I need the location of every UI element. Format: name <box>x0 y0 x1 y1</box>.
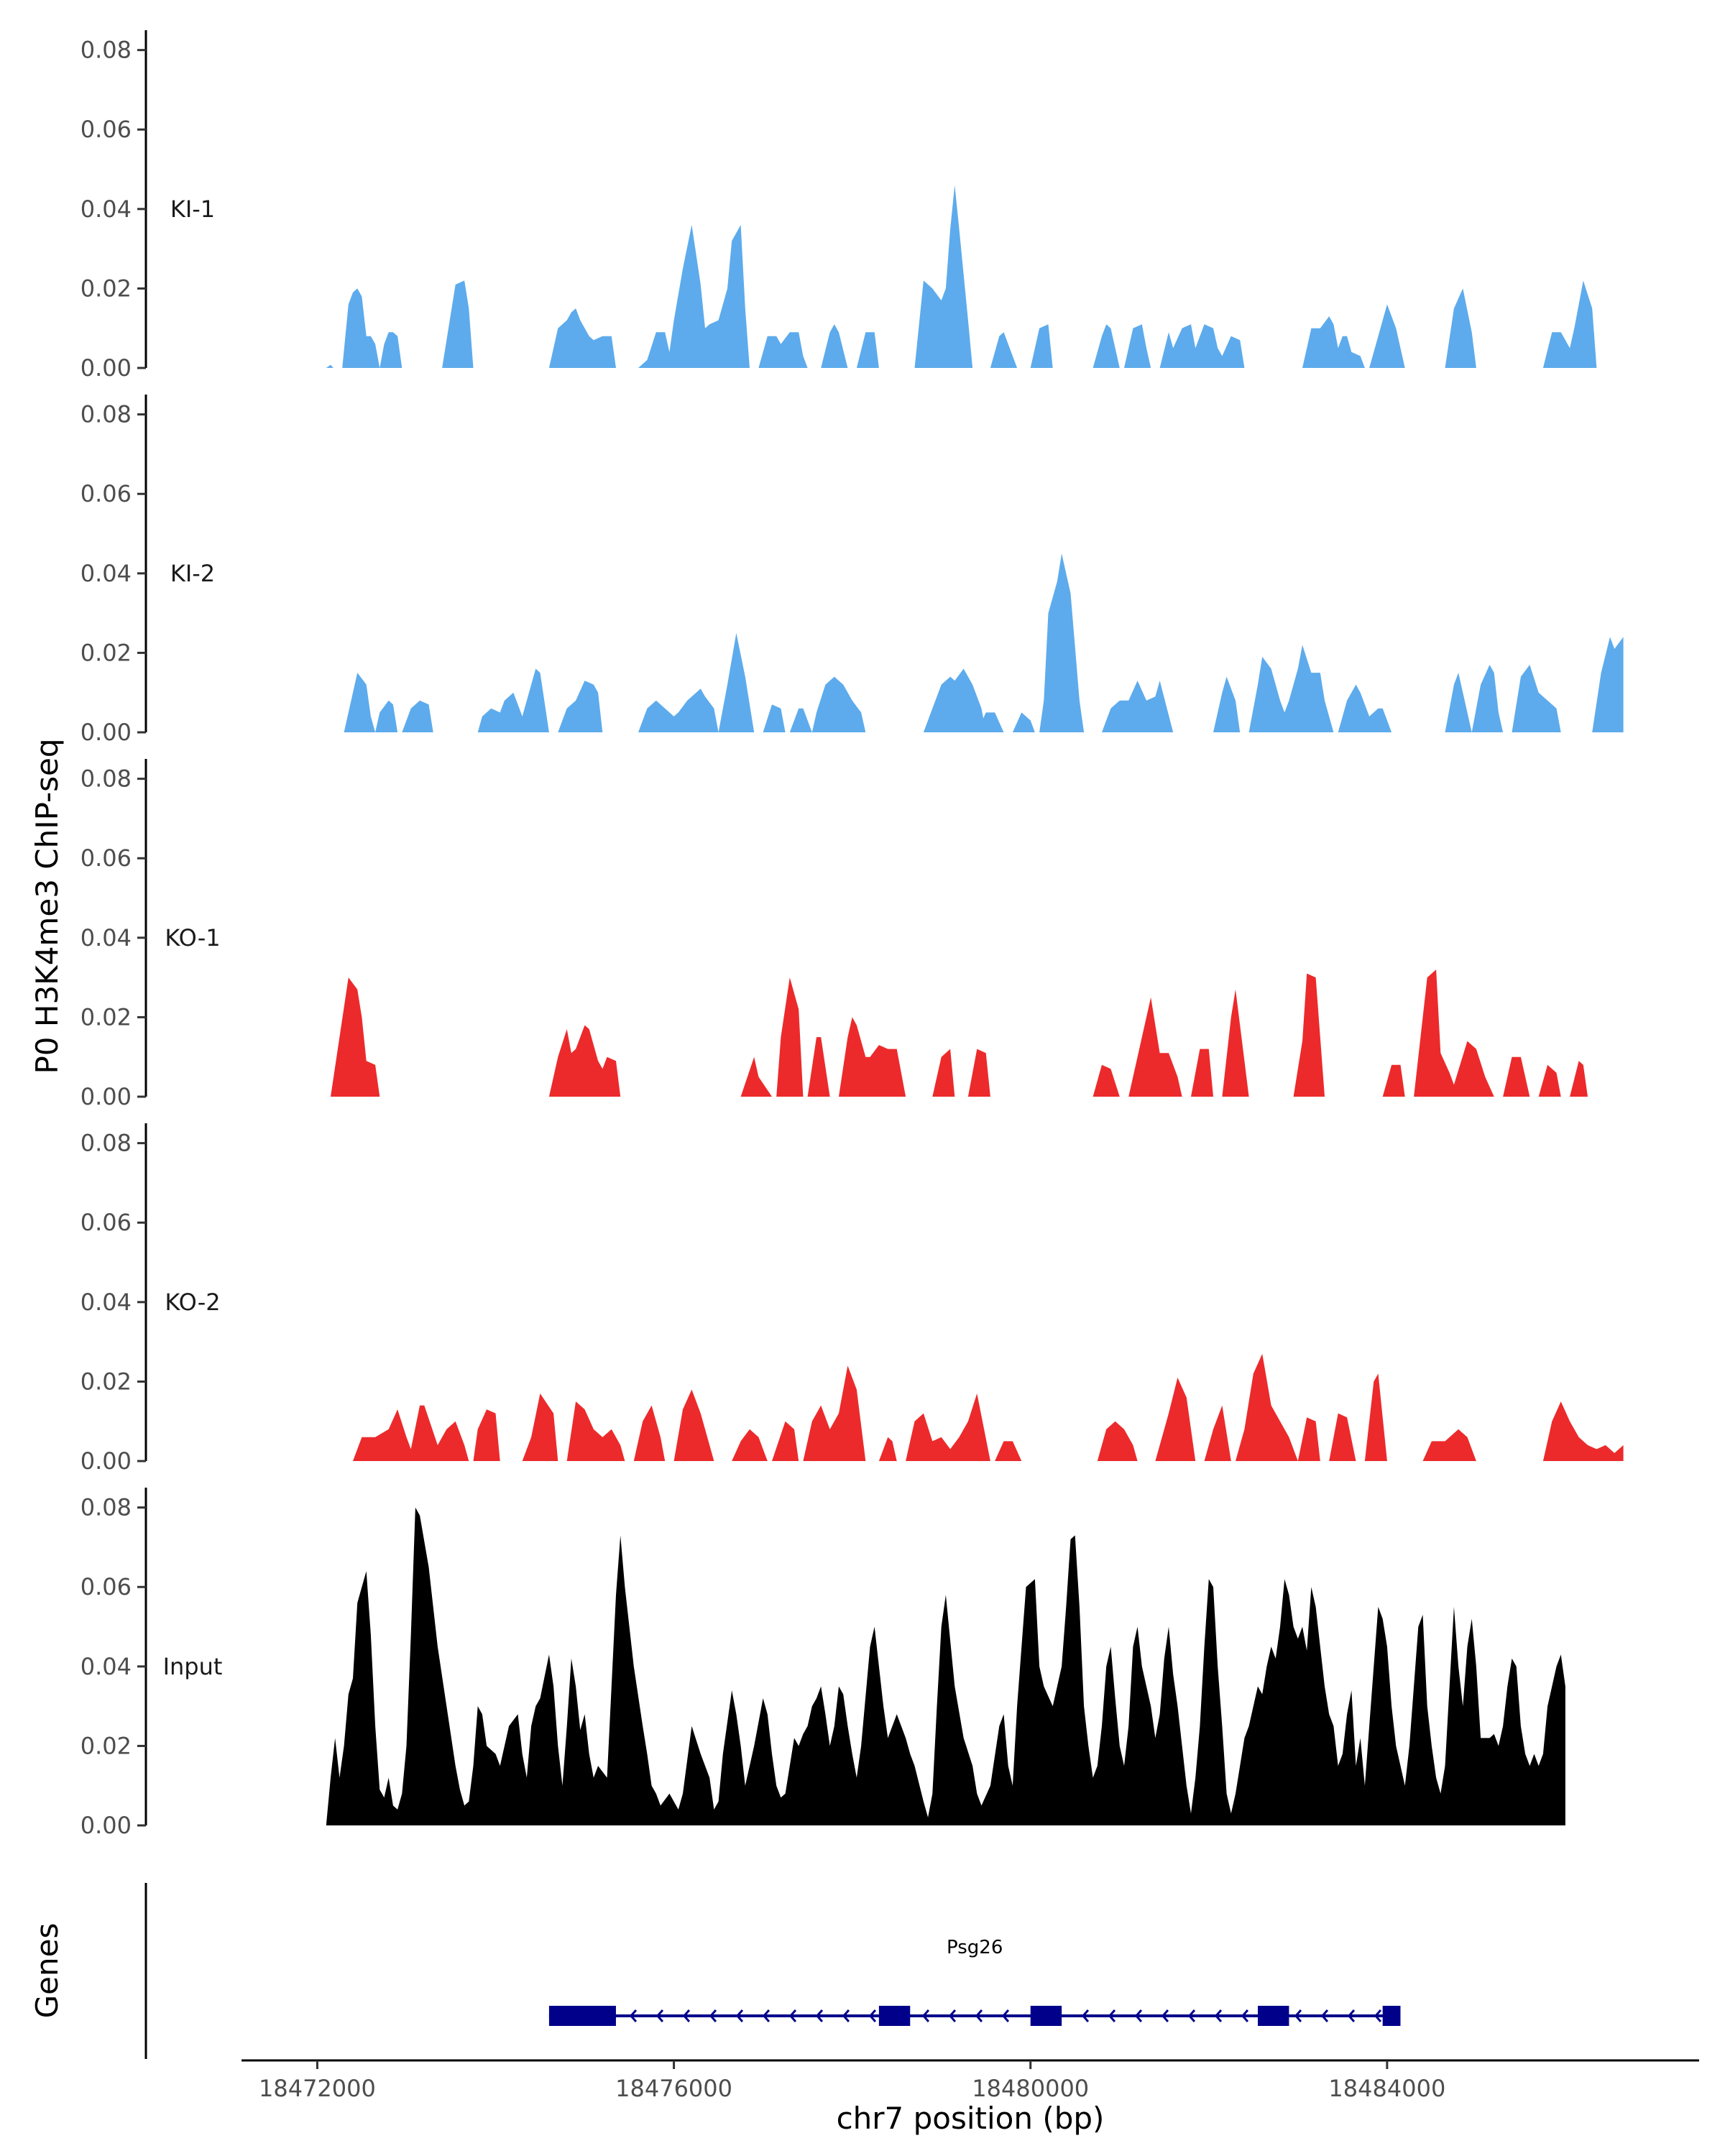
strand-arrow <box>815 2009 824 2022</box>
strand-arrow <box>1187 2009 1196 2022</box>
y-tick-label: 0.00 <box>80 1812 132 1839</box>
strand-arrow <box>1320 2009 1329 2022</box>
strand-arrow <box>975 2009 983 2022</box>
x-tick-label: 18472000 <box>259 2075 376 2102</box>
y-tick-label: 0.02 <box>80 1368 132 1395</box>
x-tick-label: 18484000 <box>1328 2075 1445 2102</box>
y-tick-label: 0.08 <box>80 401 132 428</box>
gene-exon <box>1382 2006 1401 2026</box>
genes-axis-title: Genes <box>29 1923 65 2019</box>
y-tick-label: 0.06 <box>80 1573 132 1600</box>
y-tick-label: 0.08 <box>80 37 132 64</box>
y-tick-label: 0.00 <box>80 719 132 746</box>
y-tick-label: 0.00 <box>80 354 132 382</box>
track-label-ki-2: KI-2 <box>170 560 215 587</box>
strand-arrow <box>868 2009 877 2022</box>
signal-area-input <box>326 1507 1565 1825</box>
signal-area-ki-2 <box>344 553 1624 732</box>
strand-arrow <box>1347 2009 1356 2022</box>
track-label-ki-1: KI-1 <box>170 195 215 223</box>
y-tick-label: 0.06 <box>80 116 132 143</box>
y-tick-label: 0.02 <box>80 1732 132 1759</box>
gene-exon <box>548 2006 616 2026</box>
strand-arrow <box>1134 2009 1143 2022</box>
y-tick-label: 0.00 <box>80 1447 132 1475</box>
y-tick-label: 0.06 <box>80 1209 132 1236</box>
gene-exon <box>1258 2006 1289 2026</box>
y-tick-label: 0.08 <box>80 1494 132 1521</box>
x-tick-label: 18476000 <box>615 2075 732 2102</box>
strand-arrow <box>842 2009 850 2022</box>
y-tick-label: 0.04 <box>80 560 132 587</box>
y-axis-title: P0 H3K4me3 ChIP-seq <box>29 738 65 1074</box>
strand-arrow <box>1161 2009 1169 2022</box>
y-tick-label: 0.00 <box>80 1083 132 1110</box>
x-axis-title: chr7 position (bp) <box>837 2101 1105 2136</box>
y-tick-label: 0.06 <box>80 844 132 872</box>
y-tick-label: 0.04 <box>80 1653 132 1680</box>
strand-arrow <box>1108 2009 1116 2022</box>
y-tick-label: 0.04 <box>80 195 132 223</box>
strand-arrow <box>1294 2009 1302 2022</box>
strand-arrow <box>629 2009 638 2022</box>
y-tick-label: 0.02 <box>80 1003 132 1031</box>
y-tick-label: 0.08 <box>80 1130 132 1157</box>
track-label-ko-1: KO-1 <box>165 924 220 952</box>
y-tick-label: 0.02 <box>80 275 132 302</box>
strand-arrow <box>735 2009 744 2022</box>
x-tick-label: 18480000 <box>972 2075 1089 2102</box>
strand-arrow <box>1214 2009 1223 2022</box>
gene-name-label: Psg26 <box>947 1937 1003 1958</box>
strand-arrow <box>682 2009 691 2022</box>
strand-arrow <box>1374 2009 1382 2022</box>
strand-arrow <box>788 2009 797 2022</box>
strand-arrow <box>948 2009 957 2022</box>
gene-exon <box>1030 2006 1062 2026</box>
y-tick-label: 0.08 <box>80 765 132 793</box>
y-tick-label: 0.04 <box>80 1289 132 1316</box>
signal-area-ki-1 <box>326 185 1597 368</box>
strand-arrow <box>1081 2009 1090 2022</box>
y-tick-label: 0.02 <box>80 639 132 666</box>
y-tick-label: 0.04 <box>80 924 132 952</box>
strand-arrow <box>709 2009 717 2022</box>
signal-area-ko-1 <box>331 969 1588 1097</box>
strand-arrow <box>656 2009 664 2022</box>
track-label-ko-2: KO-2 <box>165 1289 220 1316</box>
strand-arrow <box>1001 2009 1010 2022</box>
strand-arrow <box>921 2009 930 2022</box>
strand-arrow <box>762 2009 770 2022</box>
signal-area-ko-2 <box>353 1353 1624 1461</box>
gene-exon <box>878 2006 911 2026</box>
y-tick-label: 0.06 <box>80 480 132 507</box>
track-label-input: Input <box>163 1653 223 1680</box>
strand-arrow <box>1241 2009 1249 2022</box>
